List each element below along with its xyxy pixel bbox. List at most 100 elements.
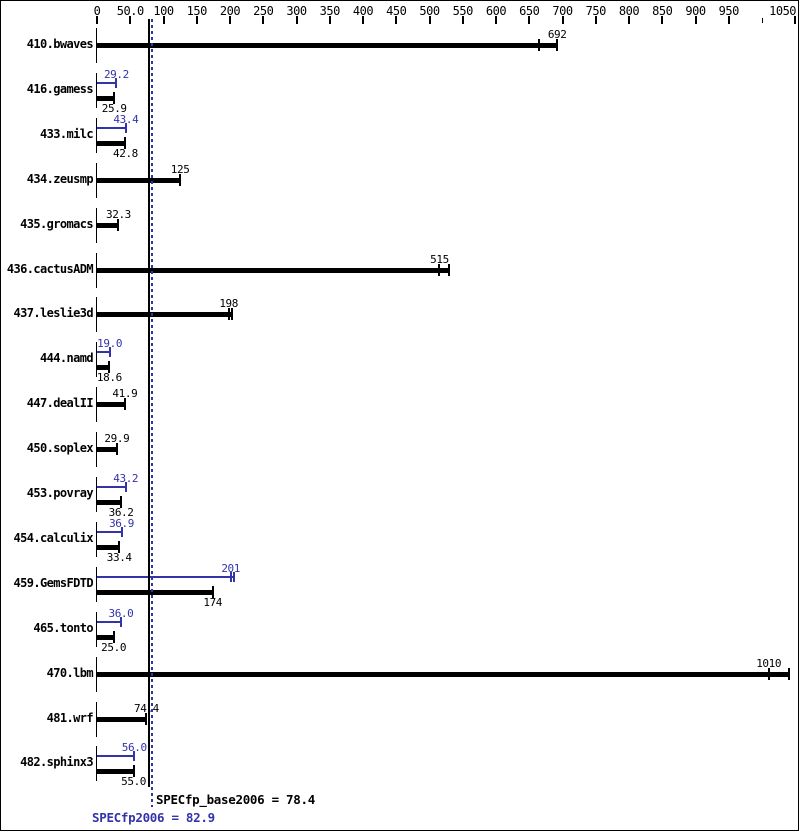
axis-tick-label: 250	[253, 4, 274, 18]
axis-tick-mark	[428, 16, 431, 24]
run-mark	[124, 482, 127, 492]
peak-value-label: 19.0	[97, 337, 123, 351]
peak-value-label: 36.9	[109, 516, 134, 530]
peak-mean-line	[151, 19, 153, 807]
peak-bar	[97, 126, 126, 129]
base-bar	[97, 634, 114, 640]
base-value-label: 74.4	[134, 701, 159, 715]
peak-bar	[97, 530, 122, 533]
peak-value-label: 36.0	[108, 606, 134, 620]
run-mark	[133, 751, 136, 762]
base-bar	[97, 671, 789, 677]
axis-tick-mark	[495, 16, 497, 24]
benchmark-label-bwaves: 410.bwaves	[26, 37, 94, 51]
base-bar	[97, 365, 110, 371]
run-mark	[132, 765, 135, 778]
run-mark	[115, 77, 118, 88]
benchmark-label-milc: 433.milc	[40, 126, 94, 141]
run-mark	[108, 347, 111, 358]
axis-tick-mark	[628, 16, 630, 24]
axis-tick-label: 0	[93, 4, 101, 18]
benchmark-label-GemsFDTD: 459.GemsFDTD	[13, 575, 94, 590]
axis-tick-label: 50.0	[116, 4, 144, 18]
axis-tick-label: 150	[186, 4, 208, 18]
axis-minor-tick-mark	[762, 18, 763, 23]
benchmark-label-tonto: 465.tonto	[33, 620, 93, 635]
base-bar	[97, 500, 122, 505]
axis-tick-label: 450	[386, 4, 407, 18]
axis-tick-mark	[362, 16, 364, 24]
run-mark	[120, 496, 123, 508]
run-mark	[123, 398, 126, 411]
run-mark	[124, 122, 127, 133]
row-axis-line	[96, 162, 97, 198]
axis-tick-mark	[528, 16, 531, 24]
peak-bar	[97, 755, 135, 758]
axis-tick-label: 750	[585, 4, 607, 18]
benchmark-label-gamess: 416.gamess	[26, 81, 94, 96]
axis-tick-label: 300	[286, 4, 307, 18]
peak-bar	[97, 575, 234, 578]
peak-bar	[97, 351, 110, 354]
peak-metric-text: SPECfp2006 = 82.9	[92, 810, 215, 825]
base-bar	[97, 716, 147, 722]
peak-bar	[97, 486, 126, 488]
peak-value-label: 43.4	[113, 112, 139, 126]
base-value-label: 32.3	[106, 207, 131, 221]
axis-tick-mark	[794, 16, 797, 24]
axis-tick-mark	[727, 16, 730, 24]
base-bar	[97, 402, 125, 408]
base-metric-text: SPECfp_base2006 = 78.4	[156, 792, 315, 807]
base-bar	[97, 222, 119, 228]
benchmark-label-leslie3d: 437.leslie3d	[13, 306, 94, 321]
base-value-label: 29.9	[104, 432, 130, 446]
base-bar	[97, 140, 126, 146]
axis-tick-label: 200	[219, 4, 241, 18]
run-mark	[108, 361, 111, 374]
base-value-label: 18.6	[96, 371, 122, 385]
benchmark-label-soplex: 450.soplex	[26, 441, 94, 456]
peak-value-label: 56.0	[121, 741, 147, 755]
axis-tick-mark	[661, 16, 664, 24]
axis-tick-label: 800	[618, 4, 640, 18]
run-mark	[145, 712, 148, 725]
base-value-label: 33.4	[106, 550, 132, 564]
run-mark	[230, 308, 233, 321]
benchmark-label-lbm: 470.lbm	[46, 665, 94, 680]
run-mark	[447, 263, 450, 276]
axis-tick-label: 650	[519, 4, 540, 18]
base-bar	[97, 447, 117, 453]
base-bar	[97, 589, 213, 595]
base-bar	[97, 769, 134, 775]
base-bar	[97, 95, 115, 101]
axis-tick-mark	[262, 16, 265, 24]
row-axis-line	[96, 477, 97, 512]
axis-tick-mark	[295, 16, 298, 24]
run-mark	[120, 526, 123, 537]
run-mark	[229, 571, 232, 582]
base-value-label: 25.0	[101, 640, 127, 654]
run-mark	[117, 218, 120, 231]
base-value-label: 515	[430, 252, 449, 266]
base-bar	[97, 177, 181, 183]
base-bar	[97, 312, 232, 318]
row-axis-line	[96, 342, 97, 378]
row-axis-line	[96, 72, 97, 108]
axis-tick-mark	[328, 16, 331, 24]
peak-value-label: 43.2	[113, 472, 139, 485]
axis-tick-label: 500	[419, 4, 440, 18]
base-value-label: 36.2	[108, 506, 134, 519]
run-mark	[118, 540, 121, 553]
run-mark	[211, 585, 214, 598]
base-bar	[97, 43, 558, 48]
axis-tick-label: 350	[319, 4, 341, 18]
run-mark	[537, 39, 540, 51]
benchmark-label-wrf: 481.wrf	[46, 710, 94, 725]
base-bar	[97, 544, 120, 550]
axis-tick-label: 900	[685, 4, 706, 18]
base-bar	[97, 267, 449, 273]
axis-tick-mark	[395, 16, 398, 24]
base-value-label: 1010	[756, 656, 782, 670]
benchmark-label-dealII: 447.dealII	[26, 396, 94, 411]
